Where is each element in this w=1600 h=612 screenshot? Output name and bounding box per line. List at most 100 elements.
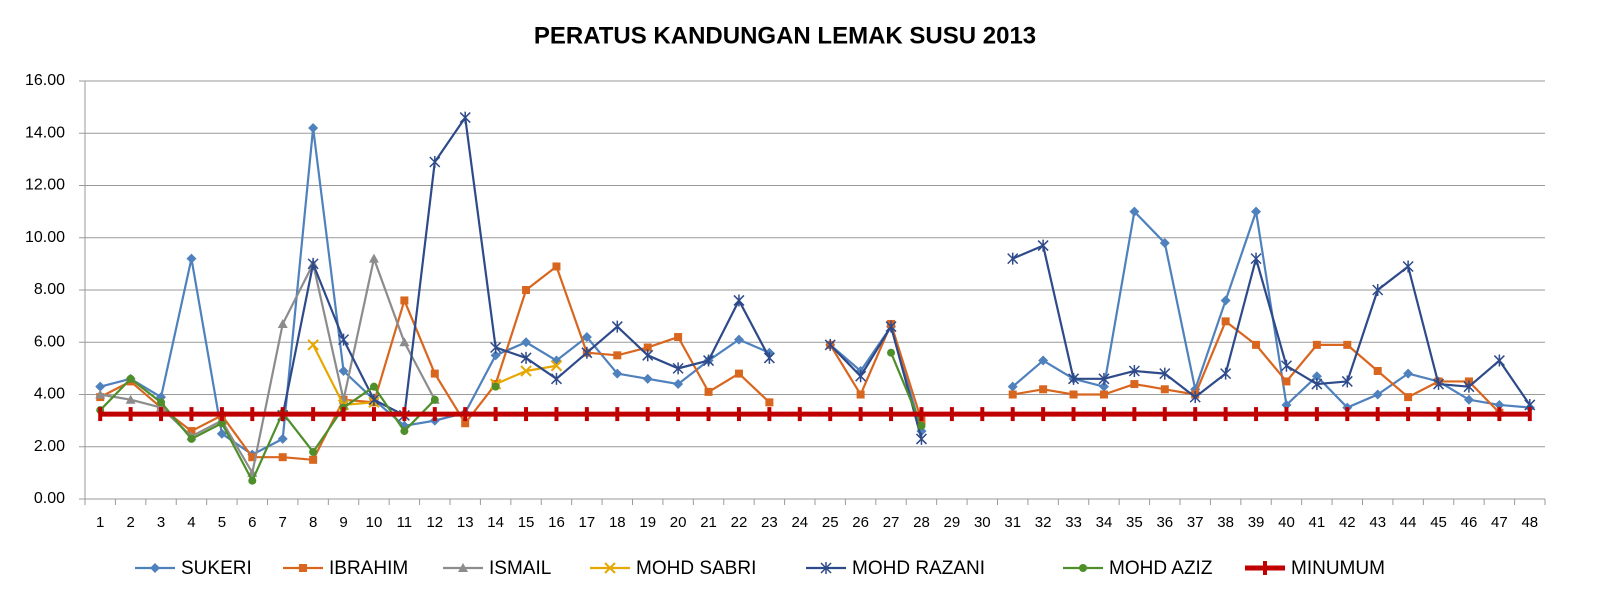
data-point <box>856 390 865 399</box>
x-tick-label: 45 <box>1430 514 1447 531</box>
data-point <box>1463 380 1475 393</box>
data-point <box>855 370 867 383</box>
data-point <box>765 398 774 407</box>
legend-item: IBRAHIM <box>283 558 408 579</box>
data-point <box>277 433 288 444</box>
data-point <box>733 334 744 345</box>
data-point <box>1463 394 1474 405</box>
data-point <box>156 402 167 412</box>
data-point <box>1098 372 1110 385</box>
data-point <box>520 351 532 364</box>
x-tick-label: 5 <box>218 514 226 531</box>
data-point <box>490 350 501 361</box>
data-point <box>642 373 653 384</box>
series-line <box>99 126 1530 456</box>
x-tick-label: 47 <box>1491 514 1508 531</box>
data-point <box>824 338 836 351</box>
legend-item: MOHD AZIZ <box>1063 558 1213 579</box>
data-point <box>1038 355 1049 366</box>
data-point <box>1069 390 1078 399</box>
x-tick-label: 12 <box>426 514 443 531</box>
data-point <box>1372 389 1383 400</box>
y-tick-label: 12.00 <box>25 177 65 194</box>
data-point <box>915 432 927 445</box>
data-point <box>1221 317 1230 326</box>
x-tick-label: 43 <box>1369 514 1386 531</box>
x-tick-label: 31 <box>1004 514 1021 531</box>
data-point <box>307 257 319 270</box>
data-point <box>1098 381 1109 392</box>
data-point <box>733 294 745 307</box>
y-tick-label: 2.00 <box>34 438 65 455</box>
data-point <box>1220 367 1232 380</box>
data-point <box>368 393 380 406</box>
data-point <box>1494 399 1505 410</box>
data-point <box>309 455 318 464</box>
legend-marker <box>1079 564 1087 572</box>
data-point <box>338 333 350 346</box>
x-tick-label: 3 <box>157 514 165 531</box>
x-tick-label: 40 <box>1278 514 1295 531</box>
data-point <box>1099 390 1108 399</box>
series <box>98 407 1532 422</box>
data-point <box>430 369 439 378</box>
x-tick-label: 6 <box>248 514 256 531</box>
data-point <box>1403 368 1414 379</box>
y-tick-label: 10.00 <box>25 229 65 246</box>
data-point <box>704 387 713 396</box>
data-point <box>369 382 378 391</box>
chart-title: PERATUS KANDUNGAN LEMAK SUSU 2013 <box>534 22 1036 49</box>
data-point <box>642 349 654 362</box>
data-point <box>1372 284 1384 296</box>
legend-item: ISMAIL <box>443 558 551 579</box>
data-point <box>338 365 349 376</box>
data-point <box>491 382 500 391</box>
data-point <box>217 419 226 428</box>
data-point <box>248 453 257 462</box>
data-point <box>1281 399 1292 410</box>
series <box>95 253 440 477</box>
data-point <box>186 253 197 264</box>
legend-label: MOHD AZIZ <box>1109 558 1213 579</box>
data-point <box>308 123 319 134</box>
data-point <box>552 262 561 271</box>
x-tick-label: 16 <box>548 514 565 531</box>
data-point <box>1128 364 1140 377</box>
legend-marker <box>299 564 307 572</box>
data-point <box>612 368 623 379</box>
data-point <box>400 296 409 305</box>
x-tick-label: 23 <box>761 514 778 531</box>
x-tick-label: 18 <box>609 514 626 531</box>
x-tick-label: 7 <box>279 514 287 531</box>
x-tick-label: 34 <box>1096 514 1113 531</box>
x-tick-label: 35 <box>1126 514 1143 531</box>
x-tick-label: 13 <box>457 514 474 531</box>
x-tick-label: 29 <box>944 514 961 531</box>
data-point <box>1008 390 1017 399</box>
x-tick-label: 9 <box>339 514 347 531</box>
y-tick-label: 6.00 <box>34 333 65 350</box>
data-point <box>611 320 623 333</box>
data-point <box>1280 359 1292 372</box>
data-point <box>520 365 532 377</box>
data-point <box>1402 260 1414 273</box>
data-point <box>1343 340 1352 349</box>
data-point <box>674 333 683 342</box>
x-tick-label: 48 <box>1521 514 1538 531</box>
data-point <box>1159 237 1170 248</box>
data-point <box>1312 340 1321 349</box>
data-point <box>581 332 592 343</box>
x-tick-label: 46 <box>1461 514 1478 531</box>
data-point <box>673 379 684 390</box>
legend-item: MOHD RAZANI <box>806 558 985 579</box>
x-tick-label: 22 <box>731 514 748 531</box>
data-point <box>550 372 562 385</box>
y-tick-label: 0.00 <box>34 490 65 507</box>
data-point <box>399 337 410 347</box>
data-point <box>1311 371 1322 382</box>
legend-label: MOHD RAZANI <box>852 558 985 579</box>
x-tick-label: 4 <box>187 514 195 531</box>
legend-label: ISMAIL <box>489 558 551 579</box>
x-tick-label: 26 <box>852 514 869 531</box>
data-point <box>125 394 136 404</box>
